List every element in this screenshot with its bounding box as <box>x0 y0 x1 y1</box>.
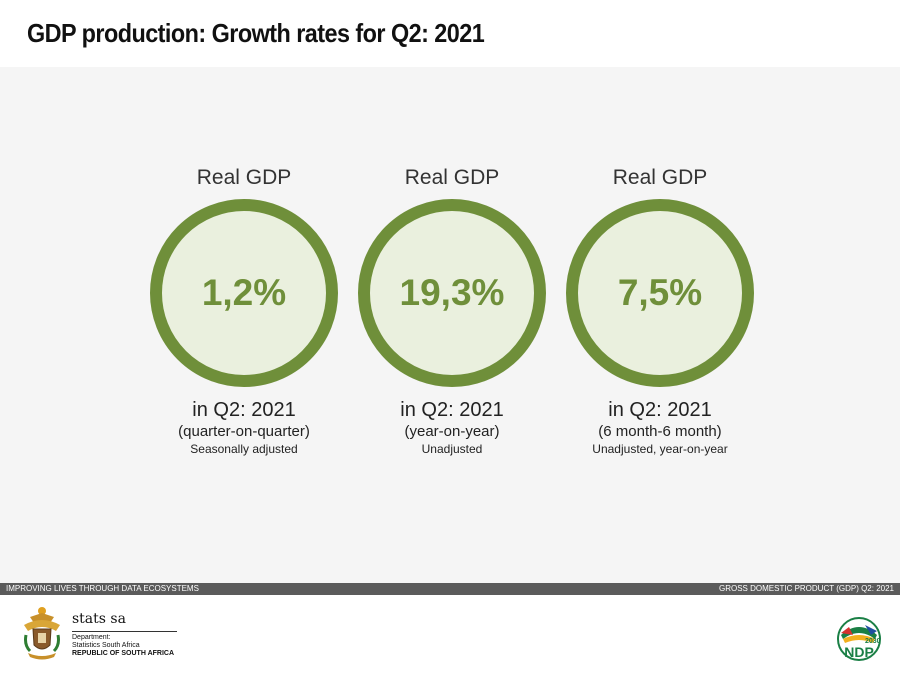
footer-bar: IMPROVING LIVES THROUGH DATA ECOSYSTEMS … <box>0 583 900 595</box>
growth-ring: 7,5% <box>566 199 754 387</box>
card-adjustment: Unadjusted <box>421 442 483 456</box>
ndp-logo: 2030 NDP <box>835 617 883 661</box>
gdp-card-quarterly: Real GDP 1,2% in Q2: 2021 (quarter-on-qu… <box>134 164 354 457</box>
card-period: in Q2: 2021 <box>192 399 296 421</box>
gdp-card-yearly: Real GDP 19,3% in Q2: 2021 (year-on-year… <box>342 164 562 457</box>
gdp-card-six-month: Real GDP 7,5% in Q2: 2021 (6 month-6 mon… <box>550 164 770 457</box>
svg-text:2030: 2030 <box>865 638 881 645</box>
card-period: in Q2: 2021 <box>400 399 504 421</box>
card-adjustment: Unadjusted, year-on-year <box>592 442 728 456</box>
svg-text:NDP: NDP <box>844 644 874 660</box>
divider <box>72 631 177 632</box>
card-heading: Real GDP <box>196 166 292 189</box>
card-basis: (year-on-year) <box>404 423 500 440</box>
org-department: Department: <box>72 634 111 641</box>
growth-value: 1,2% <box>201 272 287 313</box>
card-heading: Real GDP <box>612 166 708 189</box>
growth-value: 7,5% <box>617 272 703 313</box>
card-period: in Q2: 2021 <box>608 399 712 421</box>
stats-sa-logo: stats sa Department: Statistics South Af… <box>20 605 190 665</box>
footer-document-title: GROSS DOMESTIC PRODUCT (GDP) Q2: 2021 <box>719 584 894 593</box>
growth-ring: 19,3% <box>358 199 546 387</box>
coat-of-arms-icon <box>24 607 60 660</box>
ndp-emblem-icon: 2030 NDP <box>837 617 881 661</box>
org-country: REPUBLIC OF SOUTH AFRICA <box>72 650 175 657</box>
footer-tagline: IMPROVING LIVES THROUGH DATA ECOSYSTEMS <box>6 584 199 593</box>
growth-ring: 1,2% <box>150 199 338 387</box>
org-name: stats sa <box>72 611 126 627</box>
page-title: GDP production: Growth rates for Q2: 202… <box>27 18 485 48</box>
card-adjustment: Seasonally adjusted <box>190 442 298 456</box>
card-basis: (6 month-6 month) <box>598 423 722 440</box>
card-basis: (quarter-on-quarter) <box>178 423 310 440</box>
card-heading: Real GDP <box>404 166 500 189</box>
org-subdepartment: Statistics South Africa <box>72 642 140 649</box>
growth-value: 19,3% <box>399 272 505 313</box>
